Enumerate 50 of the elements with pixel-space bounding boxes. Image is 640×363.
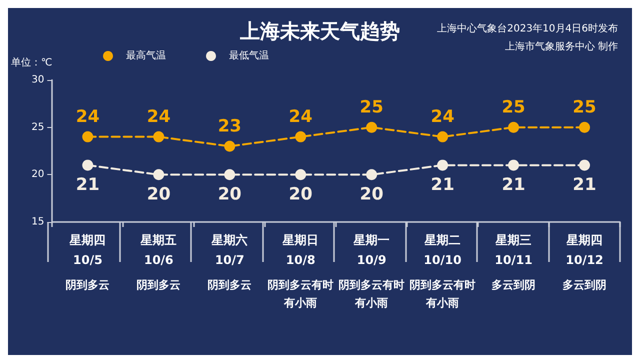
point <box>224 169 236 180</box>
data-label: 25 <box>502 97 526 118</box>
data-label: 20 <box>218 184 242 205</box>
y-axis-title: 单位：℃ <box>10 56 52 68</box>
point <box>508 160 520 171</box>
data-label: 21 <box>502 175 526 196</box>
point <box>224 140 236 152</box>
x-tick-label: 星期二 10/10 阴到多云有时有小雨 <box>410 233 476 310</box>
x-tick-label: 星期四 10/5 阴到多云 <box>66 233 110 292</box>
point <box>366 122 378 133</box>
data-label: 21 <box>76 175 100 196</box>
data-label: 23 <box>218 116 242 136</box>
x-tick-label: 星期一 10/9 阴到多云有时有小雨 <box>338 233 405 310</box>
x-tick-label: 星期日 10/8 阴到多云有时有小雨 <box>268 233 334 310</box>
point <box>295 131 306 142</box>
data-label: 21 <box>572 175 596 196</box>
data-label: 24 <box>430 106 455 127</box>
point <box>153 131 164 142</box>
data-label: 21 <box>430 175 454 196</box>
text: 上海中心气象台2023年10月4日6时发布 <box>437 22 618 34</box>
point <box>508 122 520 133</box>
point <box>366 169 378 180</box>
point <box>82 160 94 171</box>
data-label: 25 <box>572 97 596 118</box>
data-label: 24 <box>146 106 171 127</box>
legend-label: 最高气温 <box>126 50 166 62</box>
chart-title: 上海未来天气趋势 <box>239 19 400 43</box>
data-label: 25 <box>360 97 384 118</box>
point <box>437 131 448 142</box>
legend-label: 最低气温 <box>229 50 269 62</box>
point <box>153 169 164 180</box>
y-tick-label: 25 <box>31 122 44 133</box>
y-tick-label: 20 <box>31 169 44 180</box>
x-tick-label: 星期五 10/6 阴到多云 <box>136 233 181 292</box>
y-tick-label: 15 <box>31 216 44 228</box>
data-label: 20 <box>288 184 313 205</box>
x-tick-label: 星期四 10/12 多云到阴 <box>562 233 607 292</box>
x-tick-label: 星期三 10/11 多云到阴 <box>492 233 536 292</box>
point <box>579 122 590 133</box>
data-label: 20 <box>146 184 171 205</box>
x-tick-label: 星期六 10/7 阴到多云 <box>208 233 252 292</box>
data-label: 24 <box>76 106 100 127</box>
point <box>579 160 590 171</box>
text: 上海市气象服务中心 制作 <box>504 40 618 52</box>
y-tick-label: 30 <box>31 74 44 86</box>
point <box>437 160 448 171</box>
point <box>82 131 94 142</box>
data-label: 20 <box>360 184 384 205</box>
data-label: 24 <box>288 106 313 127</box>
point <box>295 169 306 180</box>
